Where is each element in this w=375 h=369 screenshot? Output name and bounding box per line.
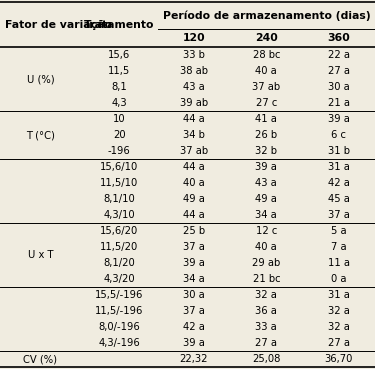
Text: 11,5: 11,5 [108, 66, 130, 76]
Text: 39 a: 39 a [183, 258, 205, 268]
Text: 33 a: 33 a [255, 322, 277, 332]
Text: 34 a: 34 a [255, 210, 277, 220]
Text: 21 a: 21 a [328, 98, 350, 108]
Text: 8,1: 8,1 [111, 82, 127, 92]
Text: 360: 360 [327, 33, 350, 43]
Text: Tratamento: Tratamento [84, 20, 154, 30]
Text: 30 a: 30 a [183, 290, 205, 300]
Text: 27 a: 27 a [328, 338, 350, 348]
Text: 45 a: 45 a [328, 194, 350, 204]
Text: 39 ab: 39 ab [180, 98, 208, 108]
Text: 31 a: 31 a [328, 162, 350, 172]
Text: 32 a: 32 a [255, 290, 277, 300]
Text: 15,5/-196: 15,5/-196 [95, 290, 143, 300]
Text: 26 b: 26 b [255, 130, 278, 140]
Text: 33 b: 33 b [183, 50, 205, 60]
Text: U (%): U (%) [27, 74, 54, 84]
Text: 27 c: 27 c [256, 98, 277, 108]
Text: Fator de variação: Fator de variação [5, 20, 112, 30]
Text: 32 a: 32 a [328, 306, 350, 316]
Text: 32 a: 32 a [328, 322, 350, 332]
Text: 27 a: 27 a [328, 66, 350, 76]
Text: 4,3/10: 4,3/10 [104, 210, 135, 220]
Text: 38 ab: 38 ab [180, 66, 208, 76]
Text: 44 a: 44 a [183, 162, 205, 172]
Text: 7 a: 7 a [331, 242, 346, 252]
Text: 28 bc: 28 bc [253, 50, 280, 60]
Text: 8,1/20: 8,1/20 [103, 258, 135, 268]
Text: 39 a: 39 a [328, 114, 350, 124]
Text: 29 ab: 29 ab [252, 258, 280, 268]
Text: 37 a: 37 a [328, 210, 350, 220]
Text: 10: 10 [113, 114, 126, 124]
Text: 25 b: 25 b [183, 226, 205, 236]
Text: 43 a: 43 a [183, 82, 205, 92]
Text: 4,3/20: 4,3/20 [104, 274, 135, 284]
Text: 37 a: 37 a [183, 242, 205, 252]
Text: 49 a: 49 a [183, 194, 205, 204]
Text: 12 c: 12 c [256, 226, 277, 236]
Text: 11,5/20: 11,5/20 [100, 242, 138, 252]
Text: 44 a: 44 a [183, 210, 205, 220]
Text: 34 a: 34 a [183, 274, 205, 284]
Text: 37 a: 37 a [183, 306, 205, 316]
Text: 42 a: 42 a [328, 178, 350, 188]
Text: 37 ab: 37 ab [180, 146, 208, 156]
Text: 15,6/20: 15,6/20 [100, 226, 138, 236]
Text: 8,0/-196: 8,0/-196 [98, 322, 140, 332]
Text: 42 a: 42 a [183, 322, 205, 332]
Text: 37 ab: 37 ab [252, 82, 280, 92]
Text: 6 c: 6 c [331, 130, 346, 140]
Text: 36 a: 36 a [255, 306, 277, 316]
Text: 11,5/-196: 11,5/-196 [95, 306, 143, 316]
Text: 11,5/10: 11,5/10 [100, 178, 138, 188]
Text: 4,3: 4,3 [111, 98, 127, 108]
Text: 5 a: 5 a [331, 226, 346, 236]
Text: 8,1/10: 8,1/10 [103, 194, 135, 204]
Text: 31 b: 31 b [328, 146, 350, 156]
Text: 36,70: 36,70 [325, 354, 353, 364]
Text: 44 a: 44 a [183, 114, 205, 124]
Text: 49 a: 49 a [255, 194, 277, 204]
Text: -196: -196 [108, 146, 130, 156]
Text: 32 b: 32 b [255, 146, 278, 156]
Text: 120: 120 [183, 33, 205, 43]
Text: 25,08: 25,08 [252, 354, 280, 364]
Text: 22,32: 22,32 [180, 354, 208, 364]
Text: 41 a: 41 a [255, 114, 277, 124]
Text: 34 b: 34 b [183, 130, 205, 140]
Text: 43 a: 43 a [255, 178, 277, 188]
Text: 30 a: 30 a [328, 82, 350, 92]
Text: 40 a: 40 a [183, 178, 205, 188]
Text: 20: 20 [113, 130, 126, 140]
Text: 40 a: 40 a [255, 242, 277, 252]
Text: 22 a: 22 a [328, 50, 350, 60]
Text: 21 bc: 21 bc [252, 274, 280, 284]
Text: 0 a: 0 a [331, 274, 346, 284]
Text: 39 a: 39 a [255, 162, 277, 172]
Text: T (°C): T (°C) [26, 130, 55, 140]
Text: U x T: U x T [28, 250, 53, 260]
Text: 4,3/-196: 4,3/-196 [98, 338, 140, 348]
Text: Período de armazenamento (dias): Período de armazenamento (dias) [162, 10, 370, 21]
Text: 39 a: 39 a [183, 338, 205, 348]
Text: 240: 240 [255, 33, 278, 43]
Text: 31 a: 31 a [328, 290, 350, 300]
Text: CV (%): CV (%) [23, 354, 57, 364]
Text: 40 a: 40 a [255, 66, 277, 76]
Text: 15,6: 15,6 [108, 50, 130, 60]
Text: 11 a: 11 a [328, 258, 350, 268]
Text: 15,6/10: 15,6/10 [100, 162, 138, 172]
Text: 27 a: 27 a [255, 338, 278, 348]
